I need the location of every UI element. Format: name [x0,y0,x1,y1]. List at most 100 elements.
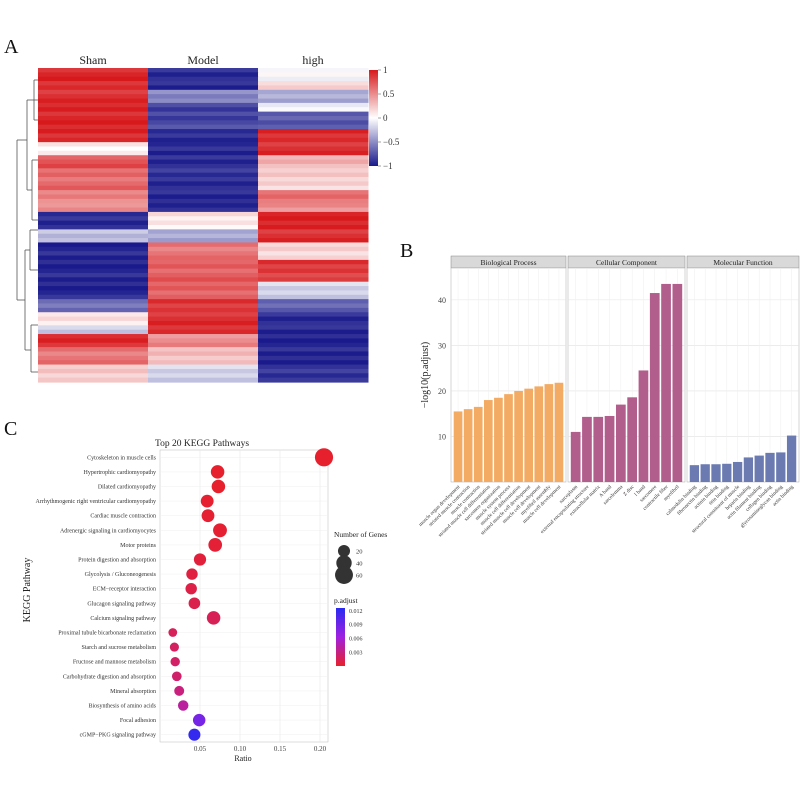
heatmap-cell [258,242,369,248]
heatmap-cell [258,198,369,204]
heatmap-cell [148,81,259,87]
heatmap-cell [258,172,369,178]
heatmap-cell [148,255,259,261]
colorbar-tick-label: −1 [383,161,393,171]
heatmap-cell [258,368,369,374]
heatmap-cell [148,294,259,300]
heatmap-cell [38,155,149,161]
heatmap-cell [38,85,149,91]
heatmap-cell [258,102,369,108]
heatmap-cell [38,294,149,300]
heatmap-cell [148,242,259,248]
heatmap-cell [258,303,369,309]
kegg-pathway-label: Proximal tubule bicarbonate reclamation [58,631,156,637]
kegg-dot-panel: Top 20 KEGG Pathways Cytoskeleton in musc… [22,439,387,763]
heatmap-cell [38,146,149,152]
go-y-tick-label: 40 [438,296,446,305]
kegg-pathway-label: Cytoskeleton in muscle cells [87,455,156,461]
heatmap-cell [148,312,259,318]
heatmap-cell [148,229,259,235]
kegg-pathway-label: Glycolysis / Gluconeogenesis [85,572,157,578]
kegg-dot [170,657,180,667]
heatmap-cell [148,133,259,139]
kegg-dot [185,582,197,595]
heatmap-cell [258,216,369,222]
go-bar [604,415,615,482]
heatmap-cell [258,364,369,370]
kegg-pathway-label: Glucagon signaling pathway [87,601,156,607]
heatmap-cell [38,303,149,309]
heatmap-cell [148,225,259,230]
heatmap-cell [38,177,149,182]
go-bar [776,452,786,482]
kegg-pathway-label: Cardiac muscle contraction [90,514,156,520]
heatmap-cell [38,290,149,296]
heatmap-cell [148,316,259,322]
panel-label-b: B [400,240,414,262]
heatmap-cell [258,163,369,169]
heatmap-cell [258,211,369,217]
go-bar [700,464,710,482]
heatmap-cell [38,102,149,108]
heatmap-cell [38,111,149,117]
heatmap-cell [38,68,149,73]
kegg-pathway-label: Mineral absorption [110,689,156,695]
heatmap-cell [258,251,369,257]
size-legend-title: Number of Genes [334,530,387,539]
go-bar [732,461,743,482]
heatmap-cell [258,133,369,139]
heatmap-cell [148,364,259,370]
heatmap-cell [38,329,149,335]
color-legend-title: p.adjust [334,596,358,605]
heatmap-cell [148,347,259,353]
heatmap-cell [148,190,259,196]
kegg-title: Top 20 KEGG Pathways [155,439,249,449]
kegg-pathway-label: Calcium signaling pathway [90,616,156,622]
kegg-dot [177,700,189,711]
heatmap-cell [38,159,149,165]
heatmap-cell [38,185,149,191]
heatmap-cell [148,220,259,226]
heatmap-cell [148,89,259,95]
heatmap-cell [148,325,259,331]
heatmap-cell [258,338,369,344]
heatmap-cell [38,325,149,331]
heatmap-cell [258,194,369,200]
heatmap-cell [38,272,149,278]
heatmap-cell [258,68,369,73]
go-bar [504,394,513,482]
heatmap-cell [38,277,149,283]
go-bar [494,397,503,482]
heatmap-cell [148,94,259,100]
heatmap-cell [38,124,149,130]
kegg-pathway-label: Protein digestion and absorption [78,558,156,564]
kegg-x-tick-label: 0.10 [234,745,247,753]
kegg-pathway-label: Dilated cardiomyopathy [98,485,156,491]
color-legend-label: 0.012 [349,609,363,615]
heatmap-cell [148,334,259,339]
heatmap-cell [38,312,149,318]
heatmap-cell [38,373,149,379]
go-y-tick-label: 10 [438,432,446,441]
heatmap-cell [148,268,259,274]
heatmap-cell [148,377,259,383]
go-bar [754,455,764,482]
heatmap-cell [148,159,259,165]
heatmap-cell [38,368,149,374]
heatmap-cell [258,334,369,339]
heatmap-cell [148,368,259,374]
kegg-dot [168,628,178,637]
kegg-x-tick-label: 0.15 [274,745,287,753]
heatmap-cell [258,342,369,348]
heatmap-cell [148,342,259,348]
go-bar [463,409,473,482]
go-bar [524,388,534,482]
heatmap-cell [148,120,259,126]
heatmap-cell [148,181,259,187]
heatmap-cell [38,142,149,148]
heatmap-cell [38,307,149,313]
heatmap-cell [38,360,149,366]
size-legend-dot [336,555,352,571]
padj-colorbar [336,608,345,666]
heatmap-cell [148,303,259,309]
